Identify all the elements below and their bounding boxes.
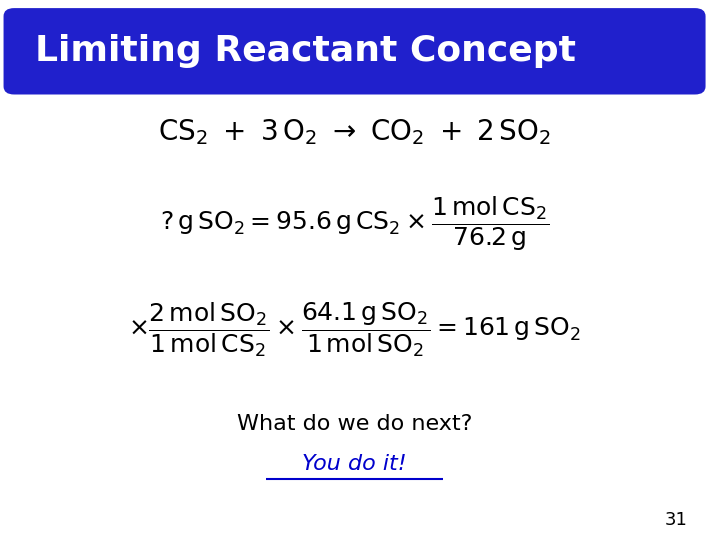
Text: $\mathrm{CS_2 \ + \ 3\,O_2 \ \rightarrow \ CO_2 \ + \ 2\,SO_2}$: $\mathrm{CS_2 \ + \ 3\,O_2 \ \rightarrow…: [158, 117, 551, 147]
FancyBboxPatch shape: [4, 8, 706, 94]
Text: 31: 31: [665, 511, 688, 529]
Text: What do we do next?: What do we do next?: [237, 414, 472, 434]
Text: $?\,\mathrm{g\,SO_2} = 95.6\,\mathrm{g\,CS_2} \times \dfrac{1\,\mathrm{mol\,CS_2: $?\,\mathrm{g\,SO_2} = 95.6\,\mathrm{g\,…: [160, 195, 549, 253]
Text: You do it!: You do it!: [302, 454, 407, 475]
Text: $\times \dfrac{2\,\mathrm{mol\,SO_2}}{1\,\mathrm{mol\,CS_2}} \times \dfrac{64.1\: $\times \dfrac{2\,\mathrm{mol\,SO_2}}{1\…: [128, 300, 581, 359]
Text: Limiting Reactant Concept: Limiting Reactant Concept: [35, 35, 577, 68]
